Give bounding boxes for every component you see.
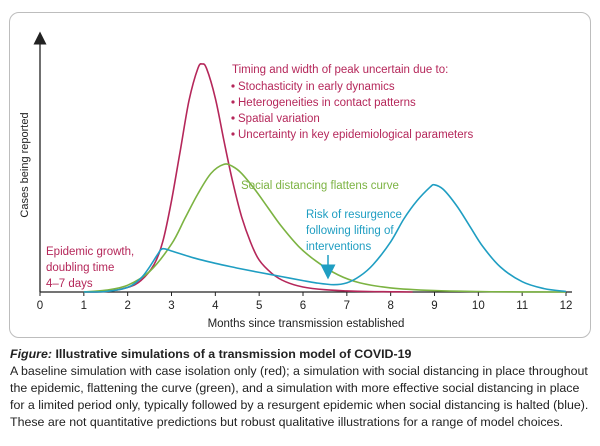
x-tick-label: 0: [37, 300, 43, 312]
x-tick-label: 3: [168, 300, 174, 312]
series-group: [83, 63, 567, 293]
red-bullet: Stochasticity in early dynamics: [238, 81, 395, 93]
blue-annotation-line: Risk of resurgence: [306, 209, 402, 221]
chart-svg: 0 1 2 3 4 5 6 7 8 9 10 11 12 Cases being reported Mo…: [19, 31, 573, 330]
x-tick-label: 9: [431, 300, 437, 312]
x-tick-label: 12: [560, 300, 573, 312]
x-ticks: 0 1 2 3 4 5 6 7 8 9 10 11 12: [37, 292, 573, 312]
caption-label: Figure:: [10, 347, 52, 361]
red-bullet: Spatial variation: [238, 113, 320, 125]
y-axis-label: Cases being reported: [19, 112, 31, 217]
red-bullet-markers: [231, 84, 235, 136]
series-line-blue: [83, 183, 567, 293]
series-line-green: [83, 163, 567, 293]
x-tick-label: 7: [344, 300, 350, 312]
x-axis-label: Months since transmission established: [208, 318, 405, 330]
red-bullet: Heterogeneities in contact patterns: [238, 97, 416, 109]
x-tick-label: 4: [212, 300, 219, 312]
figure-caption: Figure: Illustrative simulations of a tr…: [10, 346, 594, 431]
red-growth-line: Epidemic growth,: [46, 246, 134, 258]
caption-body: A baseline simulation with case isolatio…: [10, 364, 589, 429]
red-growth-line: doubling time: [46, 262, 114, 274]
caption-title-line: Figure: Illustrative simulations of a tr…: [10, 346, 594, 363]
blue-annotation-line: following lifting of: [306, 225, 394, 237]
green-annotation: Social distancing flattens curve: [241, 180, 399, 192]
x-tick-label: 2: [124, 300, 130, 312]
red-growth-line: 4–7 days: [46, 278, 93, 290]
caption-title: Illustrative simulations of a transmissi…: [55, 347, 412, 361]
x-tick-label: 11: [516, 300, 528, 312]
x-tick-label: 6: [300, 300, 306, 312]
x-tick-label: 1: [81, 300, 87, 312]
series-line-red: [83, 63, 413, 293]
red-bullet: Uncertainty in key epidemiological param…: [238, 129, 473, 141]
x-tick-label: 10: [472, 300, 485, 312]
blue-annotation-line: interventions: [306, 241, 371, 253]
red-annotation-heading: Timing and width of peak uncertain due t…: [232, 64, 448, 76]
x-tick-label: 8: [387, 300, 393, 312]
chart-frame: [9, 12, 591, 338]
x-tick-label: 5: [256, 300, 262, 312]
